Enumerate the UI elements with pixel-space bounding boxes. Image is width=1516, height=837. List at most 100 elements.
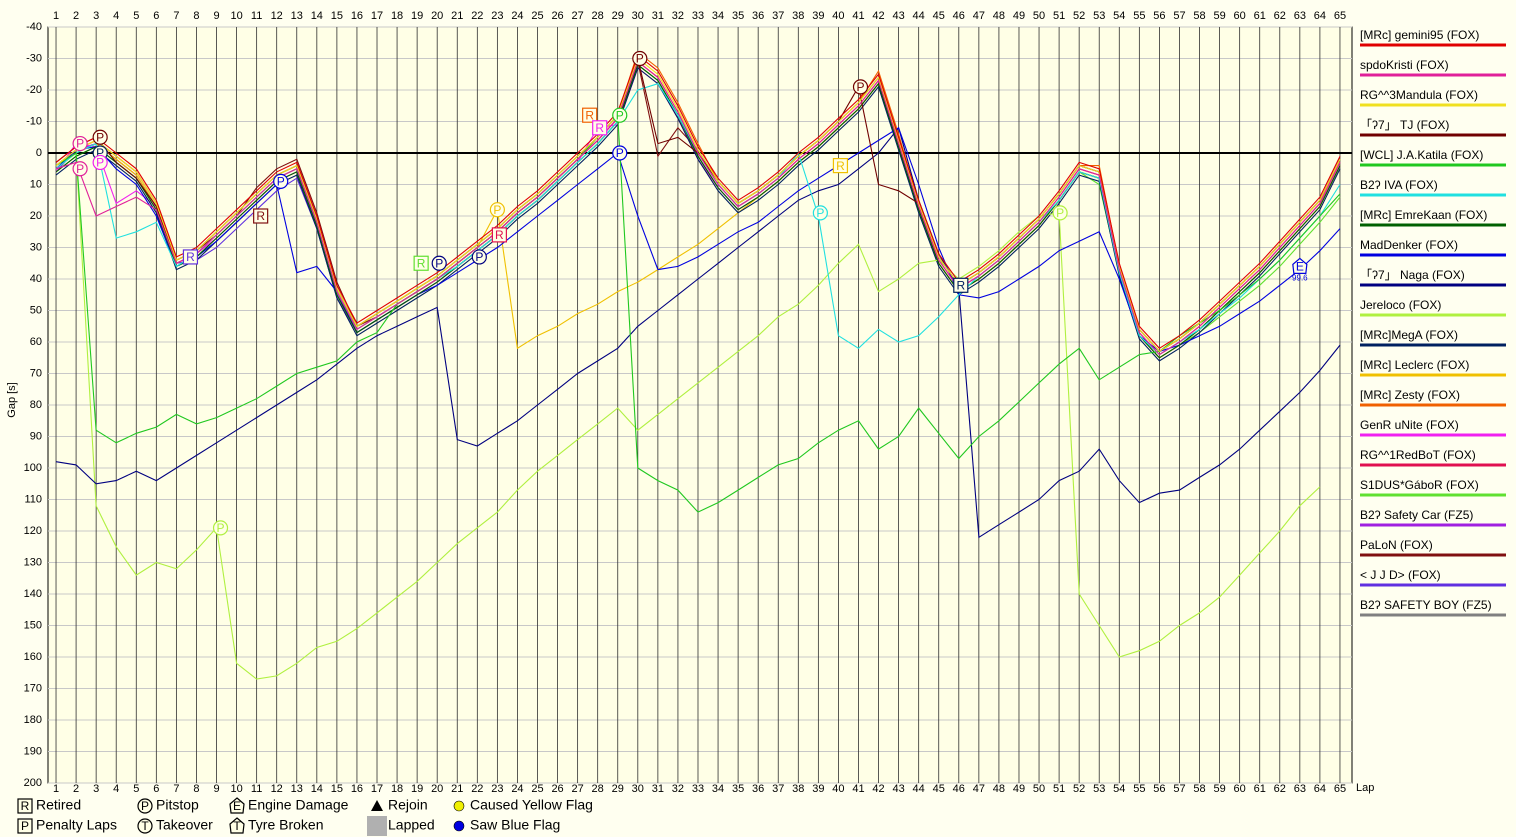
x-tick-label: 4 [113,783,119,795]
x-tick-label: 45 [933,10,945,22]
x-tick-label: 51 [1053,10,1065,22]
legend-label: Lapped [388,817,435,833]
y-tick-label: 100 [24,462,42,474]
legend-label: [MRc] Zesty (FOX) [1360,388,1460,402]
event-marker [137,798,153,814]
x-tick-label: 3 [93,783,99,795]
y-tick-label: 130 [24,556,42,568]
series-line [55,126,1341,539]
legend-symbol: R [21,799,30,813]
x-tick-label: 7 [173,10,179,22]
x-tick-label: 21 [451,10,463,22]
y-tick-label: 0 [36,147,42,159]
y-tick-label: 30 [30,241,42,253]
x-tick-label: 5 [133,10,139,22]
y-tick-label: 170 [24,682,42,694]
legend-label: Rejoin [388,797,428,813]
x-tick-label: 22 [471,10,483,22]
x-tick-label: 16 [351,10,363,22]
legend-label: [WCL] J.A.Katila (FOX) [1360,148,1483,162]
event-marker [72,161,88,177]
x-tick-label: 24 [511,10,523,22]
y-tick-label: 150 [24,619,42,631]
event-label: P [96,156,104,170]
event-label: P [76,137,84,151]
x-tick-label: 39 [812,10,824,22]
event-label: R [956,278,965,292]
event-marker [471,249,487,265]
y-tick-label: 190 [24,745,42,757]
x-tick-label: 55 [1133,10,1145,22]
legend-label: Pitstop [156,797,199,813]
event-marker [852,79,869,95]
legend-icon [367,816,387,836]
x-tick-label: 58 [1193,783,1205,795]
x-tick-label: 65 [1334,783,1346,795]
x-tick-label: 28 [592,10,604,22]
x-tick-label: 60 [1234,783,1246,795]
y-tick-label: 10 [30,178,42,190]
x-tick-label: 23 [491,10,503,22]
x-tick-label: 18 [391,10,403,22]
x-tick-label: 27 [571,783,583,795]
x-tick-label: 2 [73,783,79,795]
event-label: P [493,203,501,217]
legend-label: B2ʔ IVA (FOX) [1360,178,1438,192]
event-label: R [595,121,604,135]
x-tick-label: 7 [173,783,179,795]
x-tick-label: 13 [291,783,303,795]
x-tick-label: 35 [732,10,744,22]
x-tick-label: 14 [311,10,323,22]
legend-label: B2ʔ Safety Car (FZ5) [1360,508,1473,522]
event-label: R [256,209,265,223]
x-tick-label: 49 [1013,10,1025,22]
y-tick-label: 70 [30,367,42,379]
x-tick-label: 52 [1073,783,1085,795]
event-marker [592,120,608,136]
x-tick-label: 20 [431,10,443,22]
legend-label: Engine Damage [248,797,349,813]
x-tick-label: 1 [53,10,59,22]
x-tick-label: 63 [1294,783,1306,795]
event-label: P [636,52,644,66]
x-tick-label: 51 [1053,783,1065,795]
event-marker [137,818,153,834]
x-tick-label: 38 [792,10,804,22]
y-tick-label: 60 [30,336,42,348]
event-marker [1292,257,1308,274]
x-tick-label: 25 [531,10,543,22]
event-marker [72,135,88,152]
x-tick-label: 15 [331,10,343,22]
x-tick-label: 26 [551,10,563,22]
x-tick-label: 54 [1113,783,1125,795]
x-tick-label: 65 [1334,10,1346,22]
series-line [55,60,1341,356]
x-tick-label: 22 [471,783,483,795]
x-tick-label: 28 [592,783,604,795]
legend-icon [453,800,465,812]
x-tick-label: 10 [230,783,242,795]
x-tick-label: 44 [913,783,925,795]
event-marker [431,255,447,271]
legend-label: Retired [36,797,81,813]
x-tick-label: 61 [1254,783,1266,795]
x-tick-label: 6 [153,783,159,795]
event-marker [953,277,969,293]
y-tick-label: 110 [24,493,42,505]
x-tick-label: 10 [230,10,242,22]
legend-symbol: E [233,799,241,813]
legend-icon [371,800,383,811]
x-tick-label: 20 [431,783,443,795]
event-marker [1052,205,1068,221]
x-tick-label: 21 [451,783,463,795]
x-tick-label: 33 [692,10,704,22]
series-line [55,113,1341,513]
legend-label: S1DUS*GáboR (FOX) [1360,478,1479,492]
x-tick-label: 36 [752,10,764,22]
event-label: P [816,206,824,220]
event-label: P [616,108,624,122]
x-tick-label: 40 [832,783,844,795]
legend-label: Penalty Laps [36,817,117,833]
x-tick-label: 37 [772,10,784,22]
event-marker [489,202,505,218]
